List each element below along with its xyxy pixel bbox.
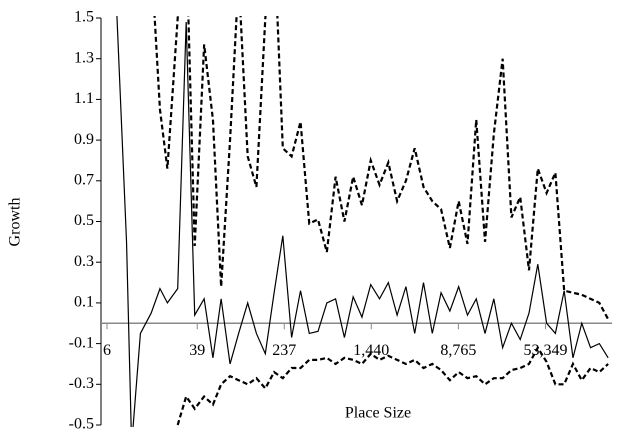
plot-area — [116, 16, 610, 427]
data-line — [153, 16, 610, 320]
y-tick-label: 0.9 — [74, 131, 94, 148]
x-tick-label: 53,349 — [523, 342, 567, 359]
y-tick-label: -0.3 — [69, 375, 94, 392]
data-line — [176, 345, 609, 426]
x-tick-label: 237 — [272, 342, 296, 359]
x-tick-label: 6 — [103, 342, 111, 359]
x-axis-label: Place Size — [345, 405, 411, 422]
y-tick-label: 1.1 — [74, 90, 94, 107]
y-tick-label: 0.1 — [74, 294, 94, 311]
y-tick-label: 0.3 — [74, 253, 94, 270]
x-tick-label: 8,765 — [440, 342, 476, 359]
x-tick-label: 39 — [189, 342, 205, 359]
y-tick-label: 0.7 — [74, 171, 94, 188]
y-tick-label: 1.3 — [74, 49, 94, 66]
y-tick-label: 0.5 — [74, 212, 94, 229]
y-tick-label: -0.5 — [69, 416, 94, 433]
x-tick-label: 1,440 — [353, 342, 389, 359]
y-tick-label: 1.5 — [74, 9, 94, 26]
y-axis-label: Growth — [7, 198, 24, 247]
y-tick-label: -0.1 — [69, 334, 94, 351]
data-line — [116, 16, 609, 427]
